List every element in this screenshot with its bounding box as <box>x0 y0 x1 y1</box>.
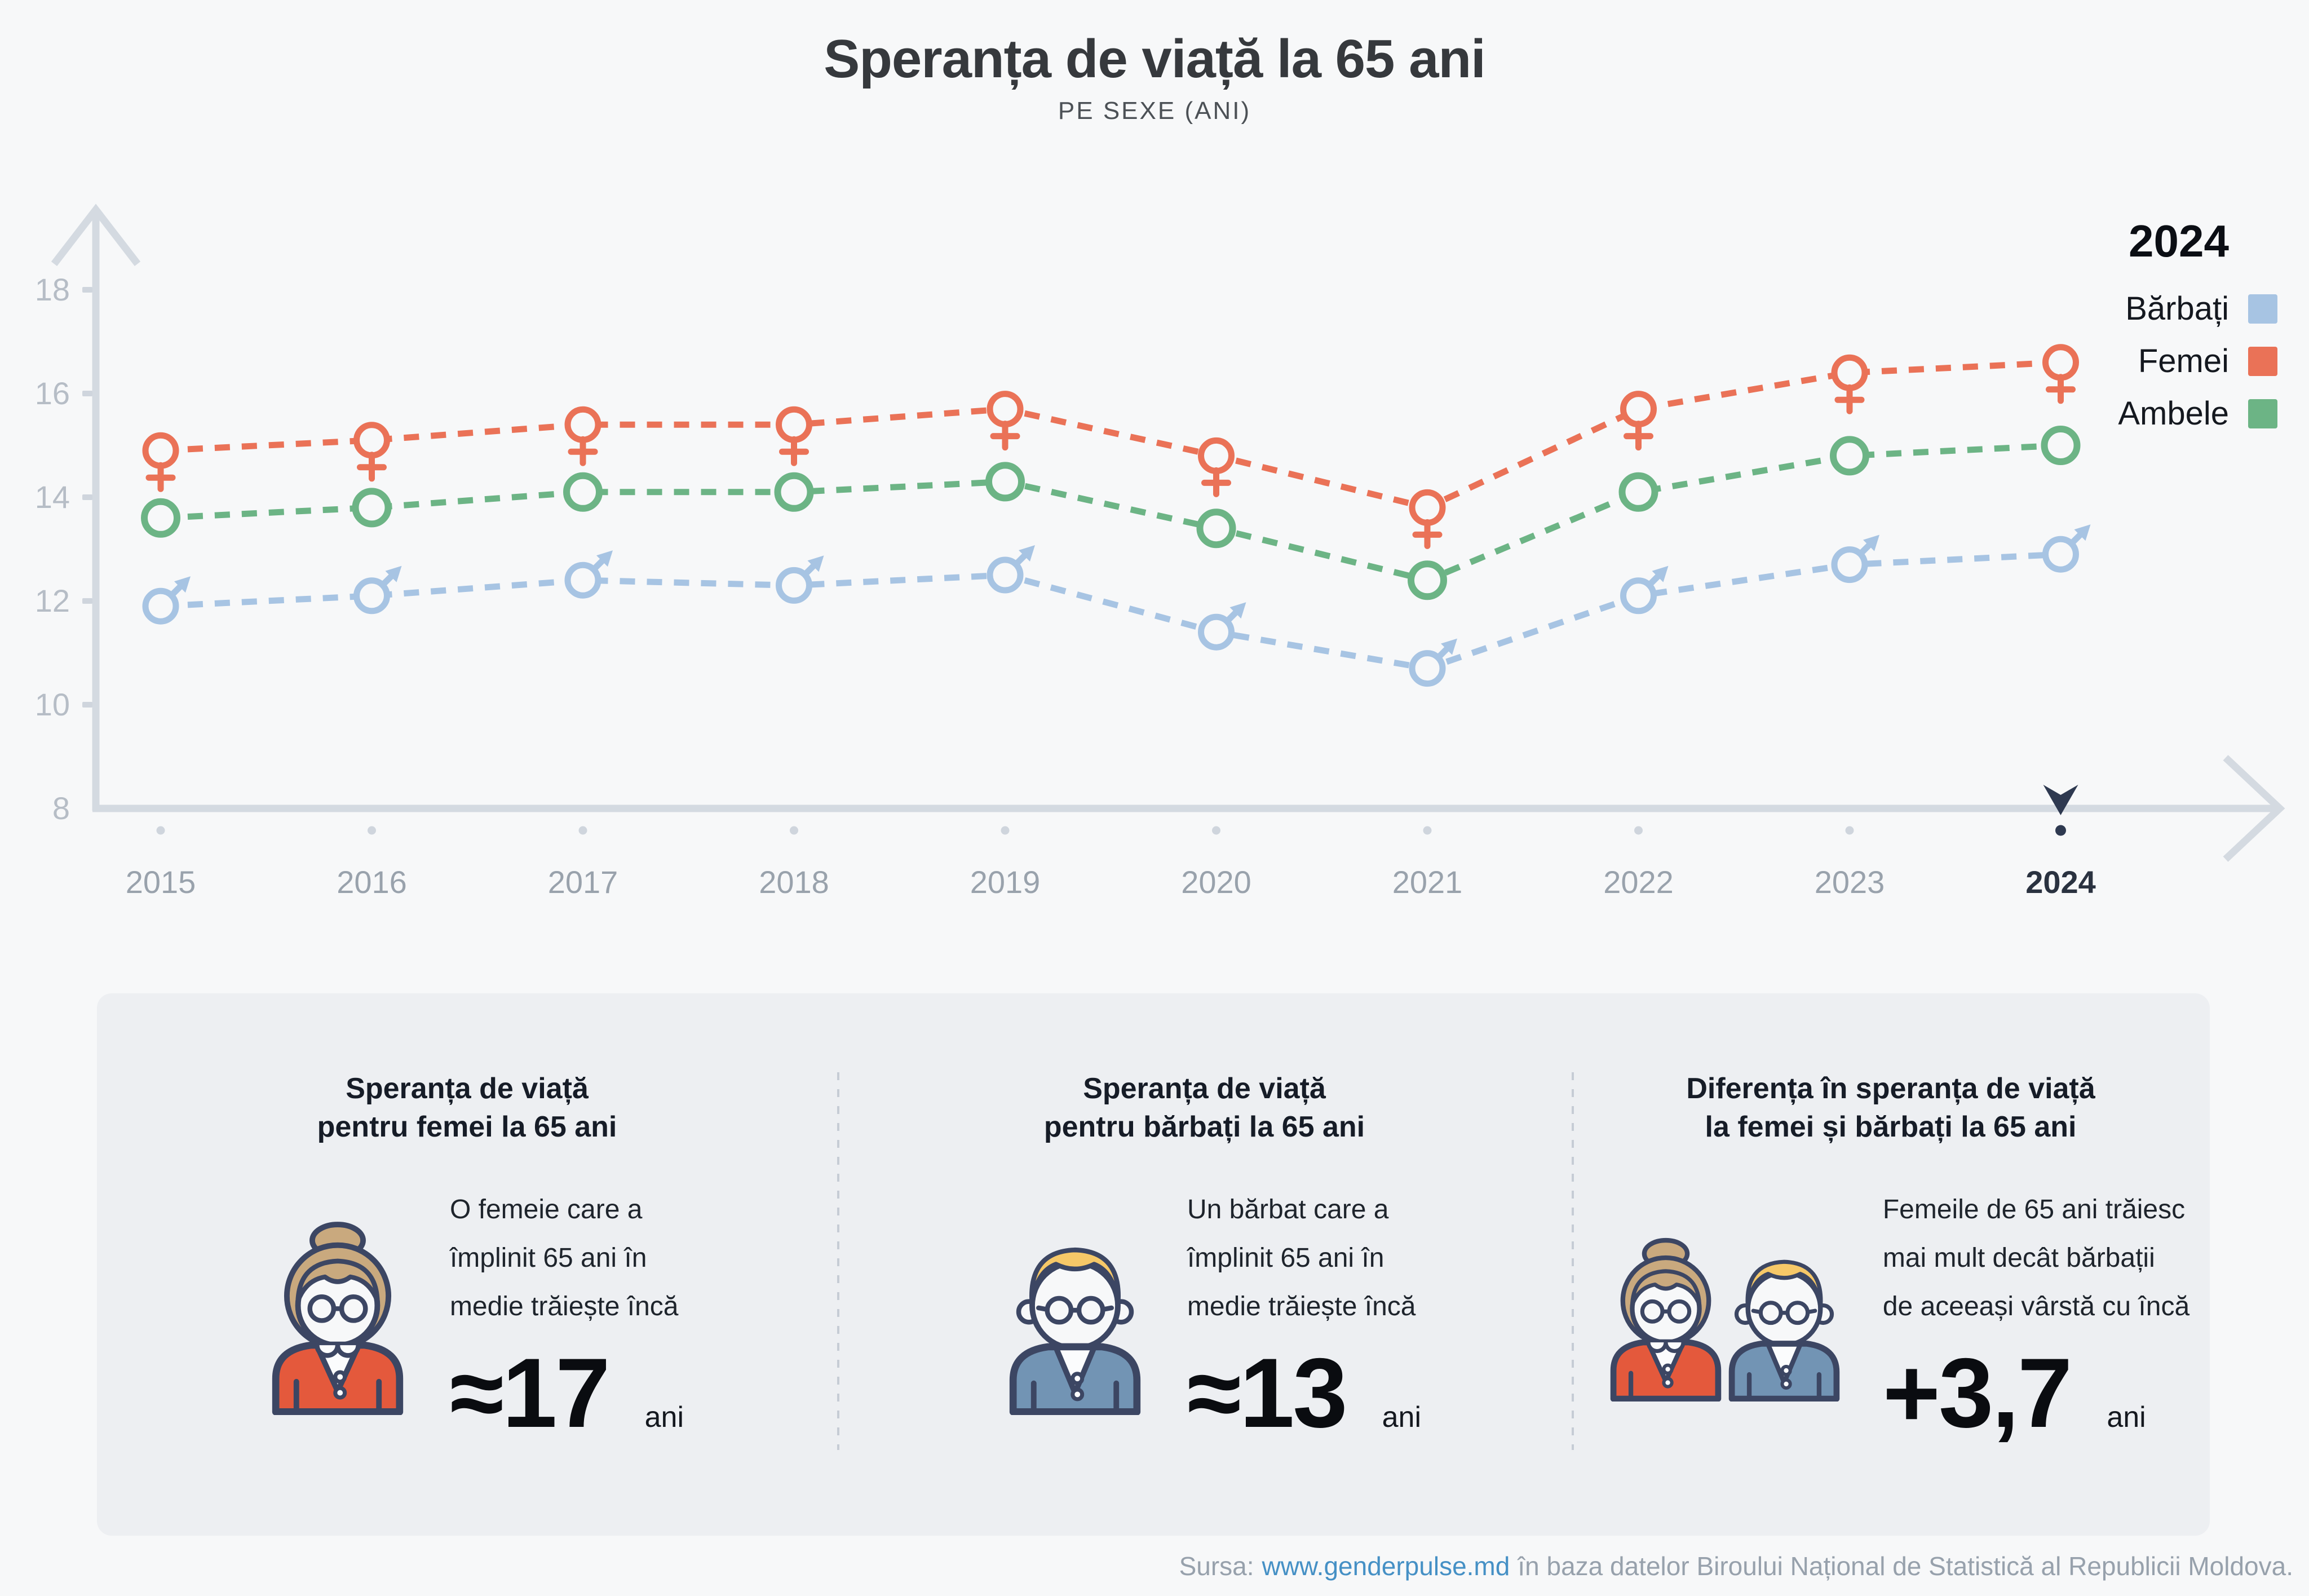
page-subtitle: PE SEXE (ANI) <box>1058 97 1251 125</box>
svg-text:8: 8 <box>52 790 70 826</box>
barbati-color-swatch <box>2248 294 2277 324</box>
svg-text:12: 12 <box>35 583 70 618</box>
legend-item-femei[interactable]: Femei <box>2118 342 2277 380</box>
svg-text:10: 10 <box>35 687 70 722</box>
life-expectancy-line-chart: 8 10 12 14 16 18 2015 2016 2017 2018 2019 2020 2021 2… <box>35 204 2285 900</box>
svg-text:2019: 2019 <box>970 864 1041 900</box>
svg-text:2022: 2022 <box>1603 864 1674 900</box>
card-unit: ani <box>644 1401 684 1434</box>
legend-item-barbati[interactable]: Bărbați <box>2118 290 2277 328</box>
legend-label: Ambele <box>2118 395 2229 432</box>
ambele-color-swatch <box>2248 399 2277 428</box>
source-line: Sursa: www.genderpulse.md în baza datelo… <box>1179 1551 2293 1581</box>
man-icon <box>1009 1247 1141 1416</box>
card-title: Speranța de viață pentru bărbați la 65 a… <box>1043 1072 1365 1143</box>
card-body-text: Femeile de 65 ani trăiesc mai mult decât… <box>1882 1195 2190 1321</box>
woman-man-icon <box>1592 1234 1858 1450</box>
card-unit: ani <box>2107 1401 2146 1434</box>
card-femei: Speranța de viață pentru femei la 65 ani <box>97 993 837 1536</box>
card-diferenta: Diferența în speranța de viață la femei … <box>1572 993 2210 1536</box>
card-title: Speranța de viață pentru femei la 65 ani <box>317 1072 617 1143</box>
svg-text:2015: 2015 <box>126 864 196 900</box>
man-icon <box>1728 1259 1840 1402</box>
svg-text:18: 18 <box>35 272 70 307</box>
genderpulse-link[interactable]: www.genderpulse.md <box>1262 1551 1510 1581</box>
card-value: +3,7 <box>1882 1338 2072 1448</box>
card-barbati: Speranța de viață pentru bărbați la 65 a… <box>837 993 1572 1536</box>
card-value: ≈13 <box>1187 1338 1348 1448</box>
woman-icon <box>1610 1237 1722 1402</box>
card-divider <box>837 1072 839 1450</box>
svg-text:2021: 2021 <box>1392 864 1463 900</box>
card-unit: ani <box>1382 1401 1422 1434</box>
legend: 2024 Bărbați Femei Ambele <box>2118 215 2277 447</box>
svg-text:16: 16 <box>35 375 70 411</box>
card-body-text: Un bărbat care a împlinit 65 ani în medi… <box>1187 1195 1416 1321</box>
svg-text:2023: 2023 <box>1815 864 1885 900</box>
svg-text:2017: 2017 <box>548 864 618 900</box>
summary-panel: Speranța de viață pentru femei la 65 ani <box>97 993 2210 1536</box>
card-title: Diferența în speranța de viață la femei … <box>1686 1072 2095 1143</box>
svg-text:2024: 2024 <box>2025 864 2096 900</box>
card-divider <box>1572 1072 1574 1450</box>
legend-item-ambele[interactable]: Ambele <box>2118 395 2277 432</box>
svg-text:14: 14 <box>35 479 70 515</box>
femei-color-swatch <box>2248 346 2277 376</box>
card-value: ≈17 <box>449 1338 611 1448</box>
legend-label: Femei <box>2138 343 2229 379</box>
source-prefix: Sursa: <box>1179 1551 1254 1581</box>
svg-text:2018: 2018 <box>759 864 829 900</box>
legend-label: Bărbați <box>2125 290 2229 327</box>
page-title: Speranța de viață la 65 ani <box>824 29 1486 89</box>
legend-year: 2024 <box>2129 216 2229 266</box>
svg-text:2020: 2020 <box>1181 864 1251 900</box>
source-suffix: în baza datelor Biroului Național de Sta… <box>1518 1551 2293 1581</box>
woman-icon <box>272 1222 404 1416</box>
card-body-text: O femeie care a împlinit 65 ani în medie… <box>449 1195 679 1321</box>
svg-text:2016: 2016 <box>337 864 407 900</box>
